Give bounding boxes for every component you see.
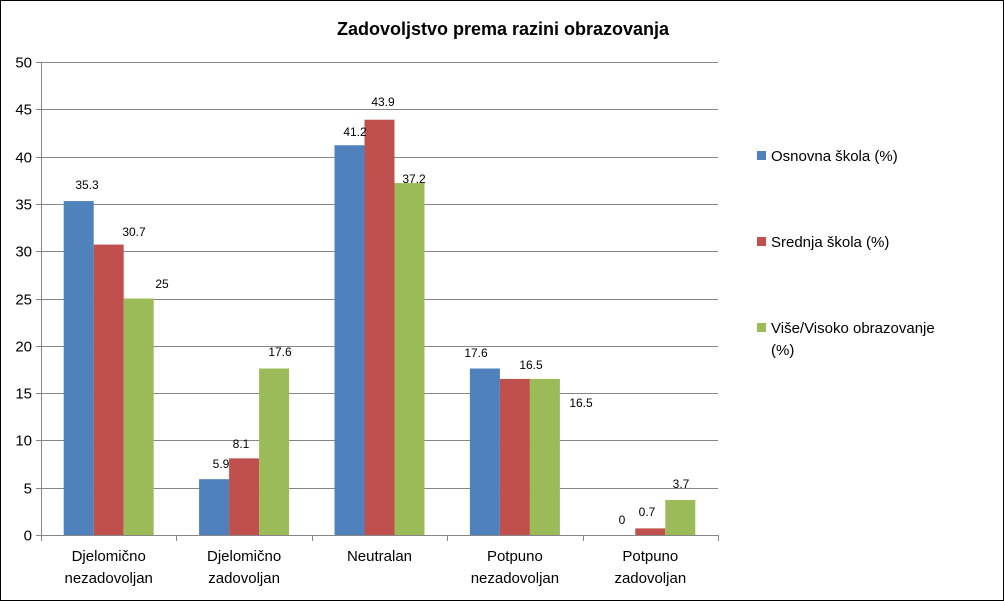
bar (635, 528, 666, 535)
bar (665, 499, 696, 535)
data-label: 16.5 (569, 396, 593, 410)
bar (93, 244, 124, 535)
y-axis: 0 5 10 15 20 25 30 35 40 45 50 (15, 55, 42, 545)
data-label: 8.1 (233, 437, 250, 451)
bar (529, 378, 560, 535)
y-tick-label: 30 (15, 244, 32, 261)
bar (469, 368, 500, 535)
y-tick-label: 45 (15, 102, 32, 119)
legend-label: Srednja škola (%) (771, 234, 889, 251)
data-label: 41.2 (343, 125, 367, 139)
x-axis: Djelomično nezadovoljan Djelomično zadovolj… (41, 535, 719, 587)
data-label: 35.3 (75, 178, 99, 192)
bar (259, 368, 290, 535)
legend-swatch (757, 151, 766, 160)
x-tick-label: Djelomično zadovoljan (207, 548, 281, 587)
y-tick-label: 25 (15, 292, 32, 309)
data-label: 5.9 (213, 457, 230, 471)
data-label: 0 (619, 513, 626, 527)
legend-label: Osnovna škola (%) (771, 148, 898, 165)
data-label: 0.7 (639, 505, 656, 519)
y-tick-label: 40 (15, 150, 32, 167)
data-label: 30.7 (122, 225, 146, 239)
data-label: 25 (155, 277, 169, 291)
bar (63, 201, 94, 535)
data-labels: 35.3 5.9 41.2 17.6 0 30.7 8.1 43.9 16.5 0.7 25 17.6… (75, 95, 689, 527)
bar (123, 298, 154, 535)
bar (199, 479, 230, 535)
legend-label: Više/Visoko obrazovanje (%) (771, 320, 935, 359)
bar (229, 458, 260, 535)
bar (499, 378, 530, 535)
y-tick-label: 10 (15, 433, 32, 450)
data-label: 37.2 (402, 172, 426, 186)
y-tick-label: 15 (15, 386, 32, 403)
data-label: 43.9 (371, 95, 395, 109)
data-label: 16.5 (519, 358, 543, 372)
data-label: 3.7 (673, 477, 690, 491)
bar (394, 183, 425, 535)
legend-swatch (757, 323, 766, 332)
bar (334, 145, 365, 536)
x-tick-label: Potpuno zadovoljan (614, 548, 686, 587)
legend: Osnovna škola (%) Srednja škola (%) Više/V… (757, 148, 935, 359)
x-tick-label: Neutralan (347, 548, 412, 565)
y-tick-label: 0 (24, 528, 32, 545)
y-tick-label: 35 (15, 197, 32, 214)
y-tick-label: 5 (24, 481, 32, 498)
data-label: 17.6 (464, 346, 488, 360)
gridlines (41, 62, 718, 489)
x-tick-label: Djelomično nezadovoljan (64, 548, 152, 587)
bar (364, 119, 395, 536)
y-tick-label: 50 (15, 55, 32, 72)
chart-title: Zadovoljstvo prema razini obrazovanja (337, 19, 670, 39)
x-tick-label: Potpuno nezadovoljan (471, 548, 559, 587)
bars (63, 119, 696, 536)
legend-swatch (757, 237, 766, 246)
y-tick-label: 20 (15, 339, 32, 356)
data-label: 17.6 (268, 345, 292, 359)
